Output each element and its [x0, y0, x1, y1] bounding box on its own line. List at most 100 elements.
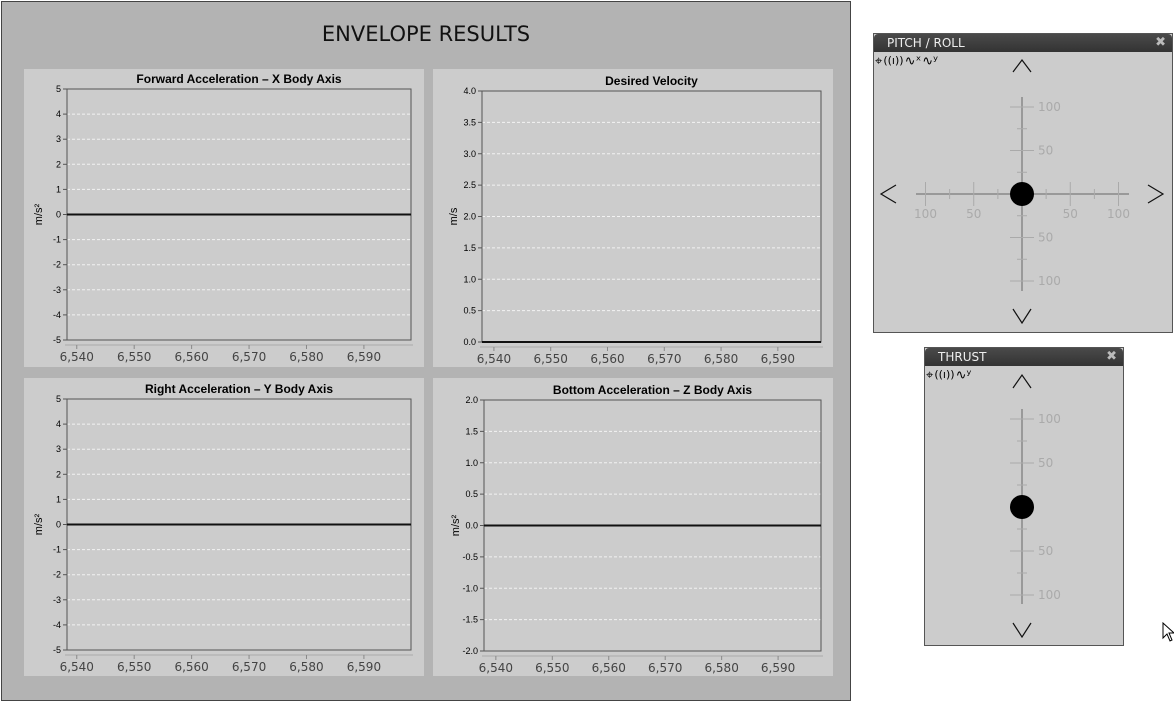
- axis-label: 100: [1038, 274, 1061, 288]
- chart-title: Bottom Acceleration – Z Body Axis: [553, 383, 752, 397]
- y-tick-label: -0.5: [462, 552, 478, 562]
- x-tick-label: 6,560: [174, 660, 208, 674]
- axis-label: 50: [1038, 456, 1053, 470]
- y-tick-label: -1: [53, 545, 61, 555]
- y-tick-label: 4: [56, 419, 61, 429]
- y-tick-label: 0.5: [463, 306, 476, 316]
- window-title-bar[interactable]: PITCH / ROLL ✖: [874, 34, 1172, 52]
- chart-forward-acceleration: Forward Acceleration – X Body Axis m/s² 5 4…: [24, 69, 424, 367]
- y-tick-label: 0: [56, 520, 61, 530]
- y-tick-label: 3.5: [463, 117, 476, 127]
- y-tick-label: 1.0: [465, 458, 478, 468]
- y-tick-label: 0.5: [465, 489, 478, 499]
- x-tick-label: 6,560: [174, 350, 208, 364]
- y-tick-label: 2.0: [465, 395, 478, 405]
- x-tick-label: 6,570: [648, 661, 682, 675]
- thrust-slider[interactable]: 100 50 50 100: [925, 366, 1123, 645]
- y-tick-label: -4: [53, 620, 61, 630]
- x-tick-label: 6,540: [479, 661, 513, 675]
- crosshair-icon[interactable]: ⌖: [926, 368, 934, 383]
- y-tick-label: 2: [56, 469, 61, 479]
- page-title: ENVELOPE RESULTS: [321, 22, 531, 46]
- close-icon[interactable]: ✖: [1155, 35, 1166, 50]
- y-tick-label: -4: [53, 310, 61, 320]
- antenna-icon[interactable]: ((ı)): [934, 368, 955, 381]
- joystick-pad[interactable]: 100 50 50 100 100 50 50 100: [874, 52, 1172, 332]
- x-tick-label: 6,560: [592, 661, 626, 675]
- x-tick-label: 6,570: [232, 660, 266, 674]
- y-tick-label: -1.5: [462, 615, 478, 625]
- axis-label: 50: [1038, 231, 1053, 245]
- x-tick-label: 6,590: [347, 660, 381, 674]
- y-axis-label: m/s: [448, 207, 460, 225]
- y-tick-label: 3: [56, 134, 61, 144]
- axis-label: 100: [914, 207, 937, 221]
- down-arrow-icon: [1012, 308, 1032, 325]
- y-tick-label: -5: [53, 645, 61, 655]
- x-tick-label: 6,570: [647, 352, 681, 366]
- axis-label: 100: [1038, 412, 1061, 426]
- x-tick-label: 6,540: [60, 350, 94, 364]
- y-tick-label: -3: [53, 285, 61, 295]
- y-tick-label: 4.0: [463, 86, 476, 96]
- x-tick-label: 6,560: [590, 352, 624, 366]
- window-title-bar[interactable]: THRUST ✖: [925, 348, 1123, 366]
- y-tick-label: 0.0: [465, 521, 478, 531]
- thrust-window: THRUST ✖ ⌖ ((ı)) ∿ʸ 100 50 50 100: [924, 347, 1124, 646]
- axis-label: 100: [1107, 207, 1130, 221]
- x-tick-label: 6,570: [232, 350, 266, 364]
- y-tick-label: 1.5: [465, 426, 478, 436]
- chart-right-acceleration: Right Acceleration – Y Body Axis m/s² 5 4 3 2…: [24, 378, 424, 676]
- antenna-icon[interactable]: ((ı)): [883, 54, 904, 67]
- y-tick-label: 5: [56, 394, 61, 404]
- chart-svg: Desired Velocity m/s 4.0 3.5 3.0 2.5 2.0 1.5 1.0…: [448, 74, 823, 366]
- wave-y-icon[interactable]: ∿ʸ: [922, 54, 938, 69]
- crosshair-icon[interactable]: ⌖: [875, 54, 883, 69]
- up-arrow-icon: [1012, 373, 1032, 389]
- window-title: PITCH / ROLL: [887, 36, 965, 50]
- y-tick-label: 3.0: [463, 149, 476, 159]
- y-tick-label: 5: [56, 84, 61, 94]
- y-axis-label: m/s²: [33, 203, 45, 225]
- wave-x-icon[interactable]: ∿ˣ: [904, 54, 922, 69]
- window-title: THRUST: [938, 350, 987, 364]
- chart-svg: Bottom Acceleration – Z Body Axis m/s² 2.0…: [450, 383, 823, 675]
- chart-desired-velocity: Desired Velocity m/s 4.0 3.5 3.0 2.5 2.0 1.5 1.0…: [433, 69, 833, 367]
- y-tick-label: -5: [53, 335, 61, 345]
- y-tick-label: -2: [53, 260, 61, 270]
- y-tick-label: 1.5: [463, 243, 476, 253]
- y-tick-label: 0.0: [463, 337, 476, 347]
- y-tick-label: -3: [53, 595, 61, 605]
- x-tick-label: 6,550: [534, 352, 568, 366]
- close-icon[interactable]: ✖: [1106, 349, 1117, 364]
- x-tick-label: 6,550: [117, 350, 151, 364]
- stick-knob: [1010, 182, 1034, 206]
- axis-label: 50: [1038, 144, 1053, 158]
- y-tick-label: -2.0: [462, 646, 478, 656]
- y-tick-label: 3: [56, 444, 61, 454]
- y-tick-label: -1.0: [462, 583, 478, 593]
- x-tick-label: 6,590: [347, 350, 381, 364]
- mouse-cursor-icon: [1162, 622, 1174, 642]
- x-tick-label: 6,580: [704, 352, 738, 366]
- axis-label: 100: [1038, 588, 1061, 602]
- chart-svg: Forward Acceleration – X Body Axis m/s² 5 4…: [33, 72, 413, 364]
- y-tick-label: 2.0: [463, 212, 476, 222]
- y-tick-label: 1.0: [463, 274, 476, 284]
- left-arrow-icon: [879, 184, 897, 204]
- x-tick-label: 6,580: [704, 661, 738, 675]
- x-tick-label: 6,580: [289, 350, 323, 364]
- right-arrow-icon: [1147, 184, 1165, 204]
- x-tick-label: 6,550: [117, 660, 151, 674]
- y-tick-label: 2.5: [463, 180, 476, 190]
- y-tick-label: 0: [56, 210, 61, 220]
- y-tick-label: 1: [56, 184, 61, 194]
- up-arrow-icon: [1012, 59, 1032, 73]
- down-arrow-icon: [1012, 622, 1032, 639]
- thrust-knob: [1010, 495, 1034, 519]
- chart-bottom-acceleration: Bottom Acceleration – Z Body Axis m/s² 2.0…: [433, 378, 833, 676]
- x-tick-label: 6,580: [289, 660, 323, 674]
- chart-svg: Right Acceleration – Y Body Axis m/s² 5 4 3 2…: [33, 382, 413, 674]
- wave-y-icon[interactable]: ∿ʸ: [955, 368, 972, 383]
- x-tick-label: 6,540: [60, 660, 94, 674]
